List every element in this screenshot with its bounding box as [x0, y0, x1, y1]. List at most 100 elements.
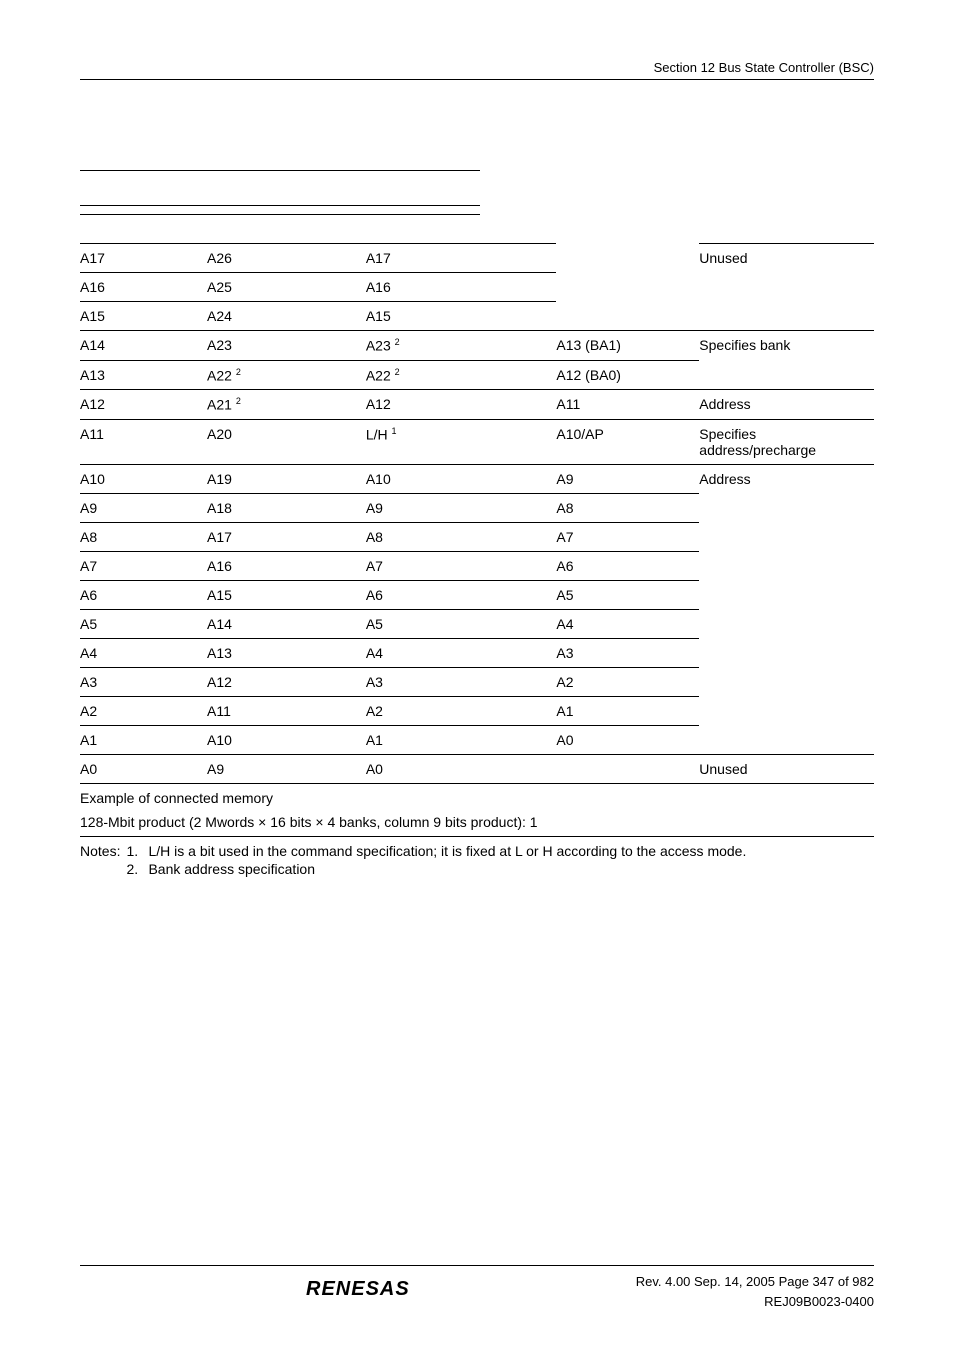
cell-c1: A3 [80, 667, 207, 696]
footer-rule [80, 1265, 874, 1266]
cell-c3: A8 [366, 522, 557, 551]
cell-c2: A10 [207, 725, 366, 754]
cell-c4 [556, 244, 699, 273]
cell-c2: A15 [207, 580, 366, 609]
section-header: Section 12 Bus State Controller (BSC) [80, 60, 874, 80]
cell-c3: A12 [366, 390, 557, 420]
cell-c2: A9 [207, 754, 366, 783]
cell-text: L/H [366, 427, 392, 443]
page-footer: RENESAS Rev. 4.00 Sep. 14, 2005 Page 347… [80, 1265, 874, 1311]
cell-c3: A5 [366, 609, 557, 638]
cell-c3: A6 [366, 580, 557, 609]
cell-c1: A12 [80, 390, 207, 420]
top-rule-group [80, 170, 874, 215]
footnote-ref-icon: 2 [395, 367, 400, 377]
footer-row: RENESAS Rev. 4.00 Sep. 14, 2005 Page 347… [80, 1272, 874, 1311]
cell-c1: A6 [80, 580, 207, 609]
cell-c2: A19 [207, 464, 366, 493]
cell-c2: A13 [207, 638, 366, 667]
table-caption-2: 128-Mbit product (2 Mwords × 16 bits × 4… [80, 810, 874, 837]
cell-c2: A11 [207, 696, 366, 725]
cell-c3: A23 2 [366, 331, 557, 361]
table-caption-1: Example of connected memory [80, 783, 874, 810]
cell-c4 [556, 273, 699, 302]
cell-c1: A10 [80, 464, 207, 493]
cell-c1: A14 [80, 331, 207, 361]
cell-c2: A25 [207, 273, 366, 302]
pin-table: A17 A26 A17 Unused A16 A25 A16 A15 A24 A… [80, 243, 874, 783]
cell-c3: A15 [366, 302, 557, 331]
cell-c2: A26 [207, 244, 366, 273]
cell-c4: A12 (BA0) [556, 360, 699, 390]
cell-c4: A3 [556, 638, 699, 667]
footnote-ref-icon: 1 [392, 426, 397, 436]
cell-c1: A13 [80, 360, 207, 390]
cell-c5 [699, 667, 874, 696]
cell-c1: A11 [80, 419, 207, 464]
cell-c3: A1 [366, 725, 557, 754]
cell-c5 [699, 522, 874, 551]
cell-c5: Specifies bank [699, 331, 874, 361]
cell-c2: A22 2 [207, 360, 366, 390]
cell-c5 [699, 273, 874, 302]
cell-c5 [699, 609, 874, 638]
cell-c5: Address [699, 390, 874, 420]
notes-body: 1. L/H is a bit used in the command spec… [126, 843, 874, 879]
cell-c4: A9 [556, 464, 699, 493]
cell-c1: A8 [80, 522, 207, 551]
cell-c1: A2 [80, 696, 207, 725]
cell-c3: A2 [366, 696, 557, 725]
cell-c2: A21 2 [207, 390, 366, 420]
footer-code: REJ09B0023-0400 [636, 1292, 874, 1312]
cell-c4: A8 [556, 493, 699, 522]
cell-c2: A24 [207, 302, 366, 331]
cell-c5 [699, 725, 874, 754]
cell-c4: A10/AP [556, 419, 699, 464]
cell-c3: A9 [366, 493, 557, 522]
cell-c5 [699, 580, 874, 609]
cell-c2: A16 [207, 551, 366, 580]
rule-line [80, 170, 480, 171]
note-number: 2. [126, 861, 148, 877]
cell-c4: A4 [556, 609, 699, 638]
cell-c1: A0 [80, 754, 207, 783]
cell-c2: A18 [207, 493, 366, 522]
cell-c2: A14 [207, 609, 366, 638]
note-text: L/H is a bit used in the command specifi… [148, 843, 874, 859]
cell-c3: A0 [366, 754, 557, 783]
cell-c1: A5 [80, 609, 207, 638]
cell-c3: A10 [366, 464, 557, 493]
cell-text: A22 [366, 367, 395, 383]
note-text: Bank address specification [148, 861, 874, 877]
cell-c5: Specifies address/precharge [699, 419, 874, 464]
cell-c5: Address [699, 464, 874, 493]
notes-block: Notes: 1. L/H is a bit used in the comma… [80, 837, 874, 879]
note-item: 1. L/H is a bit used in the command spec… [126, 843, 874, 859]
cell-c2: A12 [207, 667, 366, 696]
cell-c1: A16 [80, 273, 207, 302]
cell-c4 [556, 302, 699, 331]
note-item: 2. Bank address specification [126, 861, 874, 877]
cell-c2: A20 [207, 419, 366, 464]
cell-c4: A2 [556, 667, 699, 696]
cell-c4: A7 [556, 522, 699, 551]
cell-c1: A1 [80, 725, 207, 754]
footnote-ref-icon: 2 [395, 337, 400, 347]
cell-c4 [556, 754, 699, 783]
cell-c3: A17 [366, 244, 557, 273]
cell-text: A22 [207, 367, 236, 383]
notes-label: Notes: [80, 843, 126, 879]
note-number: 1. [126, 843, 148, 859]
cell-c5: Unused [699, 244, 874, 273]
cell-c5 [699, 493, 874, 522]
cell-c5 [699, 302, 874, 331]
cell-c4: A13 (BA1) [556, 331, 699, 361]
cell-c4: A5 [556, 580, 699, 609]
cell-c3: L/H 1 [366, 419, 557, 464]
footer-meta: Rev. 4.00 Sep. 14, 2005 Page 347 of 982 … [636, 1272, 874, 1311]
cell-c5 [699, 696, 874, 725]
cell-c5 [699, 360, 874, 390]
cell-c1: A7 [80, 551, 207, 580]
cell-text: A21 [207, 397, 236, 413]
cell-c3: A3 [366, 667, 557, 696]
